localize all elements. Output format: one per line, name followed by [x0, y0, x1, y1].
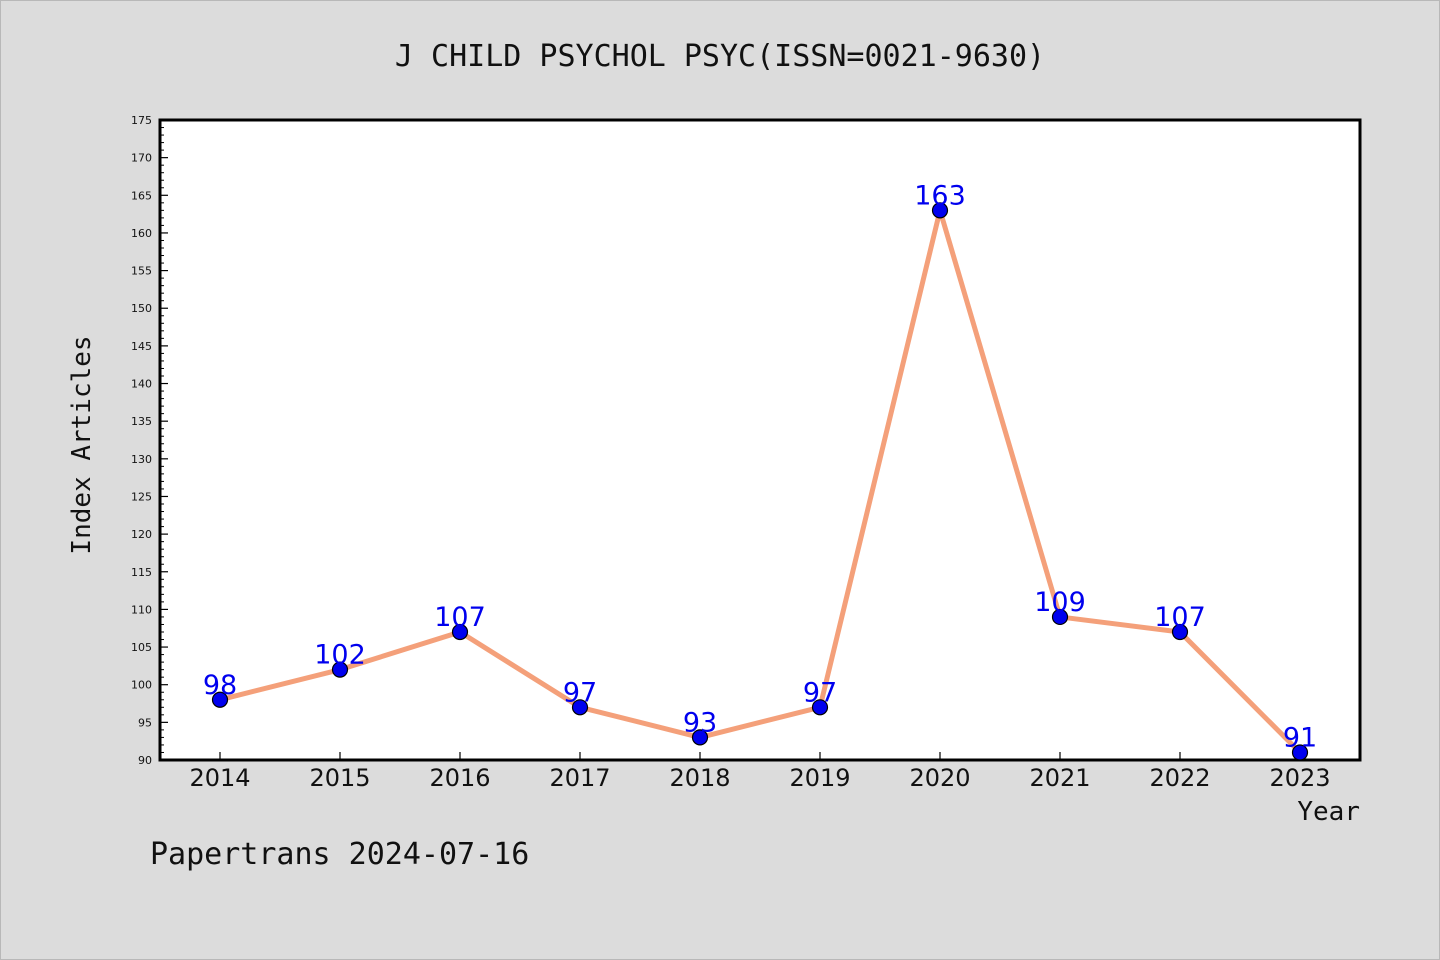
data-label: 163 [914, 180, 966, 211]
data-label: 97 [563, 677, 597, 708]
y-tick-label: 95 [138, 716, 152, 729]
x-tick-label: 2020 [909, 764, 970, 792]
plot-area [158, 118, 1362, 762]
data-point [1291, 744, 1309, 761]
y-axis-label: Index Articles [67, 335, 97, 554]
x-tick-label: 2014 [189, 764, 250, 792]
x-tick-label: 2015 [309, 764, 370, 792]
data-label: 91 [1283, 722, 1317, 753]
data-label: 109 [1034, 587, 1086, 618]
y-tick-label: 175 [131, 114, 152, 127]
y-tick-label: 120 [131, 528, 152, 541]
y-axis: 90 95 100 105 110 115 120 125 130 135 140 145 150 155… [131, 114, 168, 767]
y-tick-label: 110 [131, 603, 152, 616]
y-tick-label: 145 [131, 340, 152, 353]
y-tick-label: 150 [131, 302, 152, 315]
series-line [217, 207, 1303, 755]
x-tick-label: 2018 [669, 764, 730, 792]
data-point [931, 202, 949, 219]
y-tick-label: 155 [131, 265, 152, 278]
y-tick-label: 115 [131, 566, 152, 579]
y-tick-label: 165 [131, 189, 152, 202]
x-axis-label: Year [1297, 797, 1360, 827]
y-tick-label: 140 [131, 378, 152, 391]
data-label: 97 [803, 677, 837, 708]
y-tick-label: 100 [131, 679, 152, 692]
x-tick-label: 2019 [789, 764, 850, 792]
data-point [331, 661, 349, 678]
data-point [1051, 608, 1069, 626]
data-point [571, 699, 589, 716]
data-point [811, 699, 829, 716]
y-tick-label: 105 [131, 641, 152, 654]
y-tick-label: 125 [131, 490, 152, 503]
x-tick-label: 2016 [429, 764, 490, 792]
data-point [211, 691, 229, 708]
footer-credit: Papertrans 2024-07-16 [150, 837, 529, 872]
data-label: 102 [314, 640, 366, 671]
y-tick-label: 135 [131, 415, 152, 428]
data-point [1171, 623, 1189, 641]
y-tick-label: 170 [131, 152, 152, 165]
data-label: 107 [1154, 602, 1206, 633]
y-tick-label: 160 [131, 227, 152, 240]
series [211, 202, 1309, 761]
chart-title: J CHILD PSYCHOL PSYC(ISSN=0021-9630) [395, 39, 1045, 74]
x-axis: 2014 2015 2016 2017 2018 2019 2020 2021 2022 2023 [189, 752, 1331, 792]
x-tick-label: 2017 [549, 764, 610, 792]
x-tick-label: 2021 [1029, 764, 1090, 792]
data-point [691, 729, 709, 746]
data-labels: 98 102 107 97 93 97 163 109 107 91 [203, 180, 1317, 753]
y-tick-label: 90 [138, 754, 152, 767]
data-label: 107 [434, 602, 486, 633]
y-tick-label: 130 [131, 453, 152, 466]
x-tick-label: 2023 [1269, 764, 1330, 792]
x-tick-label: 2022 [1149, 764, 1210, 792]
data-label: 93 [683, 707, 717, 738]
data-point [451, 623, 469, 641]
data-label: 98 [203, 670, 237, 701]
